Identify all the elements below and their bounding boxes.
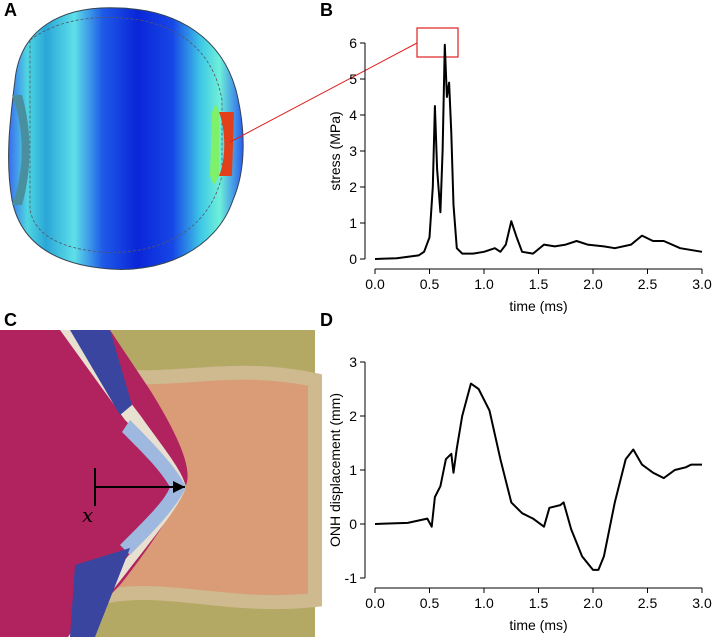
x-tick-label: 2.0 <box>583 276 603 292</box>
x-tick-label: 2.5 <box>638 595 658 611</box>
panel-a-image <box>8 7 244 270</box>
x-axis-label: time (ms) <box>509 617 567 633</box>
panel-c-image: x <box>0 330 322 637</box>
x-tick-label: 0.5 <box>420 276 440 292</box>
y-tick-label: -1 <box>345 570 358 586</box>
x-tick-label: 1.0 <box>474 276 494 292</box>
x-tick-label: 1.0 <box>474 595 494 611</box>
y-tick-label: 0 <box>349 251 357 267</box>
x-tick-label: 0.0 <box>365 595 385 611</box>
x-tick-label: 2.0 <box>583 595 603 611</box>
y-tick-label: 3 <box>349 143 357 159</box>
panel-label: A <box>4 0 17 20</box>
x-tick-label: 1.5 <box>529 276 549 292</box>
x-tick-label: 1.5 <box>529 595 549 611</box>
y-tick-label: 1 <box>349 215 357 231</box>
panel-label: C <box>4 310 17 330</box>
y-tick-label: 3 <box>349 354 357 370</box>
x-tick-label: 3.0 <box>692 595 712 611</box>
x-tick-label: 0.0 <box>365 276 385 292</box>
x-tick-label: 2.5 <box>638 276 658 292</box>
x-axis-label: time (ms) <box>509 298 567 314</box>
x-tick-label: 0.5 <box>420 595 440 611</box>
data-line <box>374 43 703 260</box>
y-tick-label: 5 <box>349 71 357 87</box>
panel-label: B <box>320 0 333 20</box>
y-tick-label: 4 <box>349 107 357 123</box>
x-tick-label: 3.0 <box>692 276 712 292</box>
y-tick-label: 6 <box>349 35 357 51</box>
y-axis-label: ONH displacement (mm) <box>327 393 343 547</box>
y-tick-label: 0 <box>349 516 357 532</box>
y-tick-label: 2 <box>349 179 357 195</box>
y-tick-label: 2 <box>349 408 357 424</box>
panel-label: D <box>320 310 333 330</box>
y-axis-label: stress (MPa) <box>327 111 343 190</box>
zoom-box <box>416 27 459 58</box>
y-tick-label: 1 <box>349 462 357 478</box>
zoom-connector <box>229 42 418 143</box>
annotation-x: x <box>82 503 93 527</box>
data-line <box>374 382 702 571</box>
